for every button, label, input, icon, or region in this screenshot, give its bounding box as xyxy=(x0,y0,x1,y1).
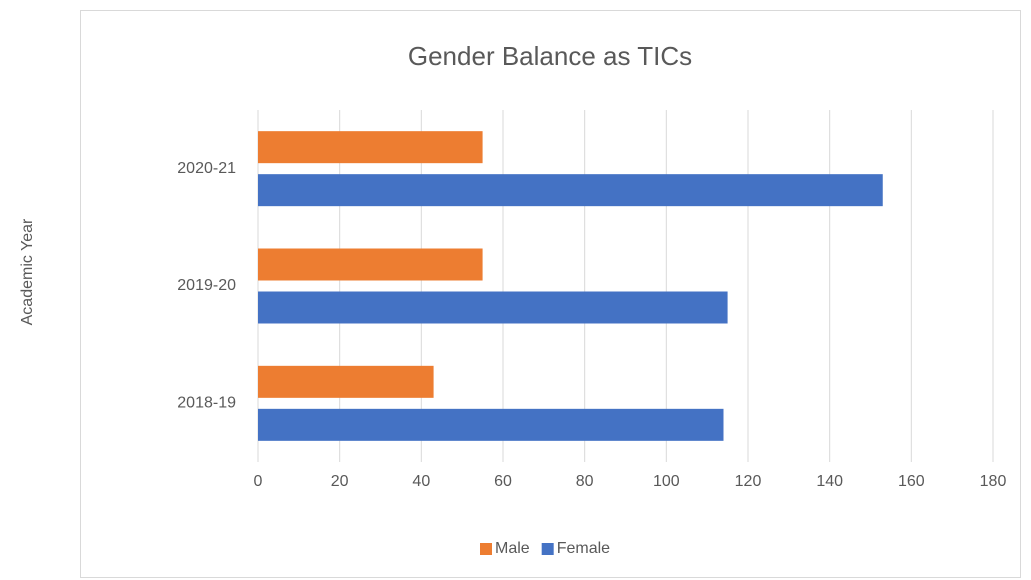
x-tick-label: 100 xyxy=(653,473,680,490)
x-tick-label: 20 xyxy=(331,473,349,490)
x-tick-label: 160 xyxy=(898,473,925,490)
bar xyxy=(258,174,883,207)
y-tick-label: 2019-20 xyxy=(177,277,236,294)
x-tick-label: 0 xyxy=(254,473,263,490)
x-tick-label: 120 xyxy=(735,473,762,490)
x-tick-label: 60 xyxy=(494,473,512,490)
bar xyxy=(258,248,483,281)
x-tick-label: 80 xyxy=(576,473,594,490)
bar xyxy=(258,408,724,441)
legend-swatch xyxy=(541,543,554,555)
bar xyxy=(258,131,483,164)
x-tick-label: 180 xyxy=(980,473,1007,490)
y-axis-label: Academic Year xyxy=(19,218,36,325)
legend-label: Female xyxy=(557,540,610,557)
legend-swatch xyxy=(480,543,492,555)
y-tick-label: 2018-19 xyxy=(177,395,236,412)
chart-title: Gender Balance as TICs xyxy=(408,41,692,71)
x-tick-label: 40 xyxy=(412,473,430,490)
x-tick-label: 140 xyxy=(816,473,843,490)
bar xyxy=(258,291,728,324)
legend-label: Male xyxy=(495,540,530,557)
y-tick-label: 2020-21 xyxy=(177,160,236,177)
bar xyxy=(258,365,434,398)
